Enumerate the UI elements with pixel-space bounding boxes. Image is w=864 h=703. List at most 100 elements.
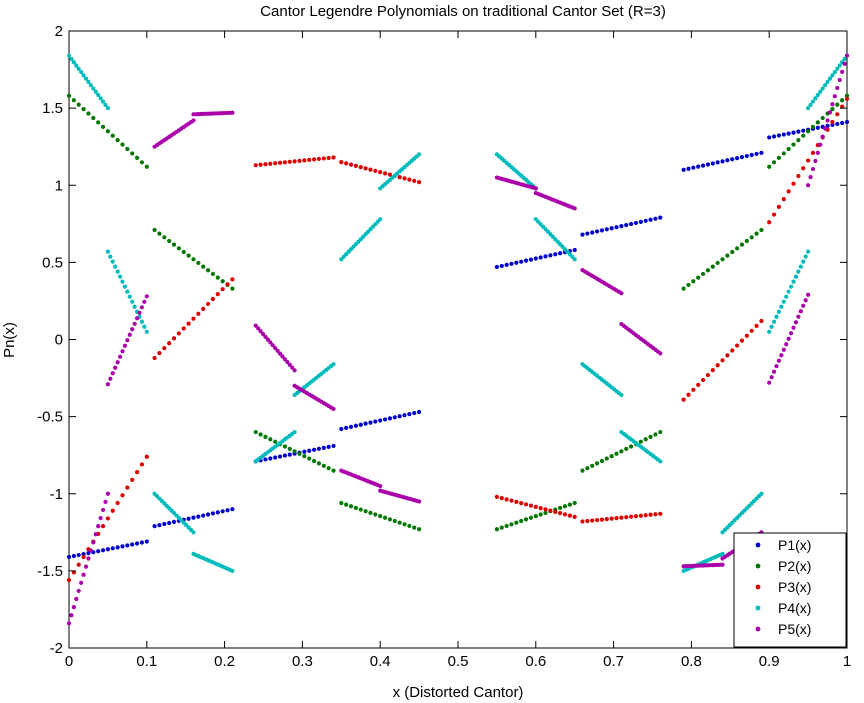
series-5-point [292, 368, 297, 373]
series-3-point [144, 454, 149, 459]
series-2-point [120, 142, 125, 147]
series-3-point [681, 397, 686, 402]
series-3-point [397, 175, 402, 180]
series-1-point [167, 520, 172, 526]
series-4-point [793, 274, 799, 279]
series-3-point [759, 318, 764, 324]
series-5-point [275, 348, 280, 353]
series-5-point [815, 150, 820, 155]
series-1-point [825, 123, 830, 128]
series-5-point [142, 299, 147, 304]
series-1-point [387, 416, 393, 421]
series-1-point [402, 413, 407, 418]
series-3-point [548, 508, 553, 513]
series-2-point [594, 461, 600, 466]
series-3-point [417, 180, 422, 185]
series-2-point [609, 454, 614, 459]
series-3-point [609, 516, 614, 521]
legend-marker [755, 626, 761, 632]
series-3-point [801, 166, 806, 171]
series-1-point [691, 165, 696, 170]
series-2-point [658, 429, 663, 435]
series-3-point [273, 161, 278, 166]
series-3-point [120, 493, 125, 498]
series-3-point [152, 355, 157, 361]
series-1-point [230, 507, 235, 512]
series-1-point [844, 119, 850, 125]
series-4-point [98, 96, 103, 101]
series-3-point [201, 306, 206, 311]
series-5-point [273, 345, 278, 351]
series-5-point [134, 316, 140, 321]
series-3-point [624, 515, 629, 520]
series-2-point [412, 525, 417, 530]
series-3-point [696, 382, 701, 388]
series-3-point [700, 377, 706, 383]
series-4-point [776, 309, 782, 314]
series-5-point [830, 102, 835, 107]
series-1-point [553, 252, 558, 257]
x-tick-label: 0.5 [448, 653, 469, 670]
series-3-point [658, 511, 663, 516]
series-5-point [769, 375, 774, 380]
series-5-point [720, 562, 725, 567]
series-3-point [196, 311, 201, 316]
series-5-point [263, 334, 268, 339]
series-2-point [139, 160, 145, 165]
series-1-point [599, 228, 605, 233]
series-5-point [417, 499, 422, 504]
series-1-point [215, 510, 220, 515]
series-2-point [407, 523, 412, 529]
series-4-point [191, 530, 196, 535]
series-5-point [290, 365, 295, 370]
series-2-point [730, 249, 735, 255]
series-3-point [139, 462, 145, 467]
series-4-point [619, 392, 624, 398]
series-4-point [113, 264, 118, 269]
series-5-point [115, 360, 120, 365]
series-4-point [292, 429, 297, 435]
series-1-point [412, 410, 417, 416]
series-1-point [353, 423, 358, 428]
series-3-point [643, 513, 648, 518]
series-2-point [387, 517, 393, 522]
data-layer [66, 53, 850, 626]
series-4-point [96, 92, 101, 98]
series-3-point [157, 350, 162, 356]
series-3-point [844, 96, 850, 101]
series-1-point [614, 225, 619, 230]
series-1-point [407, 412, 412, 417]
series-3-point [653, 512, 658, 517]
series-5-point [105, 382, 110, 387]
series-1-point [348, 424, 354, 429]
series-1-point [533, 256, 538, 261]
series-1-point [509, 261, 514, 266]
series-5-point [277, 351, 283, 356]
legend-marker [755, 605, 761, 611]
series-4-point [658, 459, 663, 464]
y-tick-label: -1.5 [37, 563, 63, 580]
series-1-point [373, 419, 378, 424]
series-3-point [830, 119, 835, 125]
series-2-point [830, 106, 835, 112]
series-3-point [297, 158, 302, 163]
series-4-point [767, 329, 772, 334]
series-3-point [387, 172, 393, 177]
series-3-point [580, 519, 585, 524]
series-4-point [771, 319, 777, 324]
series-5-point [282, 357, 287, 362]
series-1-point [590, 230, 595, 235]
series-5-point [139, 305, 145, 310]
series-3-point [66, 578, 72, 583]
series-2-point [382, 515, 388, 520]
series-3-point [749, 328, 754, 333]
series-2-point [509, 522, 514, 527]
series-4-point [88, 83, 93, 88]
series-3-point [514, 499, 519, 504]
series-5-point [844, 53, 850, 58]
series-3-point [76, 562, 81, 567]
y-tick-label: -0.5 [37, 409, 63, 426]
series-1-point [705, 162, 711, 167]
x-axis-label: x (Distorted Cantor) [393, 684, 524, 701]
series-5-point [268, 340, 273, 345]
